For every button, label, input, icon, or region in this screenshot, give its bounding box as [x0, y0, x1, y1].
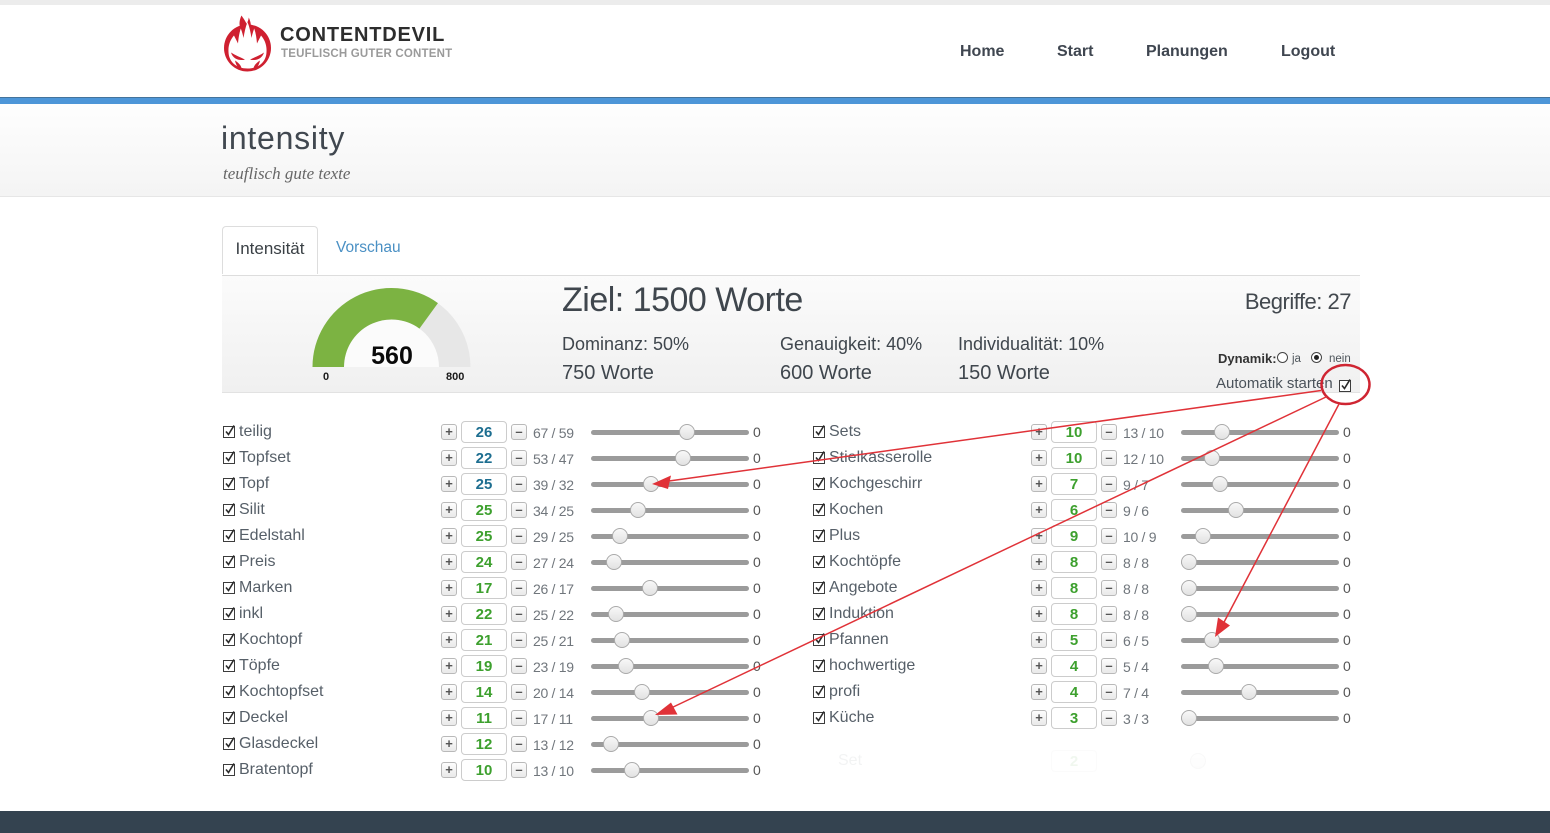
svg-text:560: 560 — [371, 342, 413, 370]
